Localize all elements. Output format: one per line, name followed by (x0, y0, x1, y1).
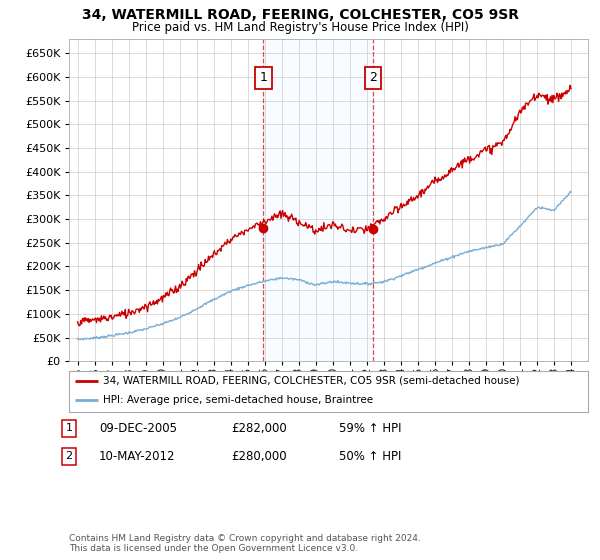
Text: 09-DEC-2005: 09-DEC-2005 (99, 422, 177, 435)
Text: 34, WATERMILL ROAD, FEERING, COLCHESTER, CO5 9SR: 34, WATERMILL ROAD, FEERING, COLCHESTER,… (82, 8, 518, 22)
Text: 1: 1 (65, 423, 73, 433)
Text: 10-MAY-2012: 10-MAY-2012 (99, 450, 176, 463)
Text: 59% ↑ HPI: 59% ↑ HPI (339, 422, 401, 435)
Bar (263, 39, 373, 361)
Text: 50% ↑ HPI: 50% ↑ HPI (339, 450, 401, 463)
Text: 2: 2 (65, 451, 73, 461)
Text: 1: 1 (259, 71, 267, 85)
Text: £280,000: £280,000 (231, 450, 287, 463)
Text: 2: 2 (369, 71, 377, 85)
Text: Price paid vs. HM Land Registry's House Price Index (HPI): Price paid vs. HM Land Registry's House … (131, 21, 469, 34)
Text: HPI: Average price, semi-detached house, Braintree: HPI: Average price, semi-detached house,… (103, 395, 373, 405)
Text: Contains HM Land Registry data © Crown copyright and database right 2024.
This d: Contains HM Land Registry data © Crown c… (69, 534, 421, 553)
Text: £282,000: £282,000 (231, 422, 287, 435)
Text: 34, WATERMILL ROAD, FEERING, COLCHESTER, CO5 9SR (semi-detached house): 34, WATERMILL ROAD, FEERING, COLCHESTER,… (103, 376, 519, 386)
